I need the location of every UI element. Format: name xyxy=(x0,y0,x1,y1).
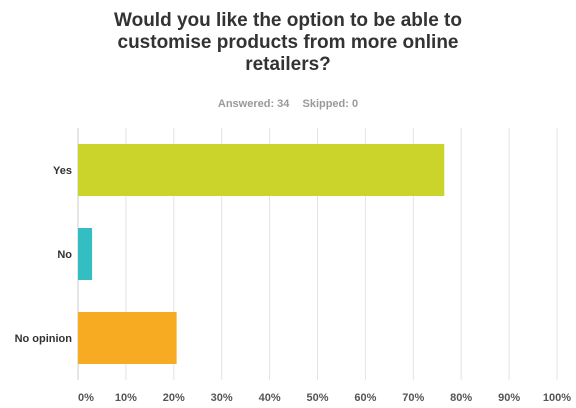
x-tick-label: 0% xyxy=(78,392,94,404)
response-stats: Answered: 34 Skipped: 0 xyxy=(0,98,576,110)
title-line-3: retailers? xyxy=(245,54,331,75)
x-tick-label: 90% xyxy=(498,392,520,404)
x-tick-label: 60% xyxy=(354,392,376,404)
answered-count: Answered: 34 xyxy=(217,98,290,110)
x-tick-label: 20% xyxy=(163,392,185,404)
x-tick-label: 10% xyxy=(115,392,137,404)
x-tick-label: 40% xyxy=(259,392,281,404)
bar-yes xyxy=(78,144,445,196)
category-label: Yes xyxy=(53,165,72,177)
category-label: No opinion xyxy=(15,333,73,345)
x-tick-label: 50% xyxy=(306,392,328,404)
x-tick-label: 100% xyxy=(543,392,571,404)
title-line-2: customise products from more online xyxy=(117,32,459,53)
skipped-count: Skipped: 0 xyxy=(302,98,359,110)
category-label: No xyxy=(57,249,72,261)
chart-title: Would you like the option to be able to … xyxy=(0,10,576,76)
bar-no-opinion xyxy=(78,312,177,364)
x-tick-label: 30% xyxy=(211,392,233,404)
x-tick-label: 80% xyxy=(450,392,472,404)
x-tick-label: 70% xyxy=(402,392,424,404)
bar-no xyxy=(78,228,93,280)
title-line-1: Would you like the option to be able to xyxy=(114,10,462,31)
